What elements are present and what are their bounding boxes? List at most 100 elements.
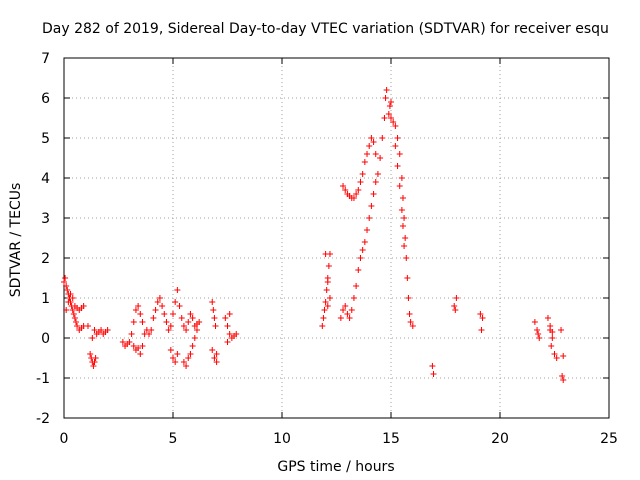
data-point xyxy=(167,323,174,329)
data-point xyxy=(74,323,81,329)
data-point xyxy=(187,351,194,357)
data-point xyxy=(370,191,377,197)
data-point xyxy=(67,291,74,297)
data-point xyxy=(403,255,410,261)
data-point xyxy=(348,307,355,313)
data-point xyxy=(135,303,142,309)
data-point xyxy=(174,351,181,357)
y-tick-label: -1 xyxy=(36,371,50,387)
data-point xyxy=(90,363,97,369)
data-point xyxy=(209,347,216,353)
x-tick-label: 20 xyxy=(491,431,509,447)
data-points xyxy=(61,87,567,383)
data-point xyxy=(407,319,414,325)
y-tick-label: 2 xyxy=(41,251,50,267)
data-point xyxy=(359,171,366,177)
data-point xyxy=(156,295,163,301)
y-tick-label: 1 xyxy=(41,291,50,307)
data-point xyxy=(361,159,368,165)
data-point xyxy=(399,195,406,201)
data-point xyxy=(322,251,329,257)
data-point xyxy=(325,263,332,269)
data-point xyxy=(154,299,161,305)
data-point xyxy=(323,287,330,293)
data-point xyxy=(210,307,217,313)
data-point xyxy=(63,307,70,313)
data-point xyxy=(405,295,412,301)
data-point xyxy=(135,345,142,351)
data-point xyxy=(359,247,366,253)
data-point xyxy=(189,315,196,321)
data-point xyxy=(146,331,153,337)
data-point xyxy=(319,323,326,329)
data-point xyxy=(170,311,176,317)
x-tick-label: 25 xyxy=(600,431,618,447)
data-point xyxy=(62,275,69,281)
data-point xyxy=(69,307,76,313)
data-point xyxy=(128,331,135,337)
data-point xyxy=(350,195,357,201)
data-point xyxy=(372,151,379,157)
y-tick-label: -2 xyxy=(36,411,50,427)
data-point xyxy=(130,319,137,325)
data-point xyxy=(479,315,486,321)
data-point xyxy=(119,339,126,345)
data-point xyxy=(148,327,155,333)
data-point xyxy=(213,351,220,357)
data-point xyxy=(381,115,388,121)
y-tick-label: 6 xyxy=(41,91,50,107)
data-point xyxy=(80,303,87,309)
data-point xyxy=(187,311,194,317)
data-point xyxy=(382,95,389,101)
data-point xyxy=(183,363,190,369)
data-point xyxy=(401,215,408,221)
data-point xyxy=(379,135,386,141)
data-point xyxy=(172,359,179,365)
data-point xyxy=(340,307,347,313)
data-point xyxy=(324,303,331,309)
data-point xyxy=(224,323,231,329)
data-point xyxy=(429,363,436,369)
data-point xyxy=(104,327,111,333)
data-point xyxy=(326,295,333,301)
data-point xyxy=(87,351,94,357)
data-point xyxy=(209,299,216,305)
data-point xyxy=(392,123,399,129)
data-point xyxy=(64,287,71,293)
data-point xyxy=(320,315,327,321)
data-point xyxy=(398,175,405,181)
axis-ticks: 0 5 10 15 20 25 -2 -1 0 1 2 3 4 5 6 7 xyxy=(36,51,618,447)
data-point xyxy=(364,227,371,233)
data-point xyxy=(69,295,76,301)
data-point xyxy=(368,203,375,209)
data-point xyxy=(222,315,229,321)
data-point xyxy=(558,327,565,333)
chart-title: Day 282 of 2019, Sidereal Day-to-day VTE… xyxy=(42,21,609,37)
data-point xyxy=(451,303,458,309)
grid xyxy=(64,58,609,418)
data-point xyxy=(383,87,390,93)
data-point xyxy=(372,179,379,185)
data-point xyxy=(213,359,220,365)
data-point xyxy=(70,311,77,317)
data-point xyxy=(394,163,401,169)
data-point xyxy=(193,327,200,333)
data-point xyxy=(226,311,233,317)
data-point xyxy=(536,335,543,341)
data-point xyxy=(233,331,240,337)
data-point xyxy=(409,323,416,329)
data-point xyxy=(340,183,347,189)
y-tick-label: 4 xyxy=(41,171,50,187)
data-point xyxy=(98,327,105,333)
data-point xyxy=(321,307,328,313)
data-point xyxy=(161,311,168,317)
data-point xyxy=(163,319,170,325)
data-point xyxy=(183,327,190,333)
data-point xyxy=(174,287,181,293)
data-point xyxy=(91,359,98,365)
data-point xyxy=(126,339,133,345)
data-point xyxy=(406,311,413,317)
data-point xyxy=(377,155,384,161)
data-point xyxy=(176,303,183,309)
y-tick-label: 3 xyxy=(41,211,50,227)
